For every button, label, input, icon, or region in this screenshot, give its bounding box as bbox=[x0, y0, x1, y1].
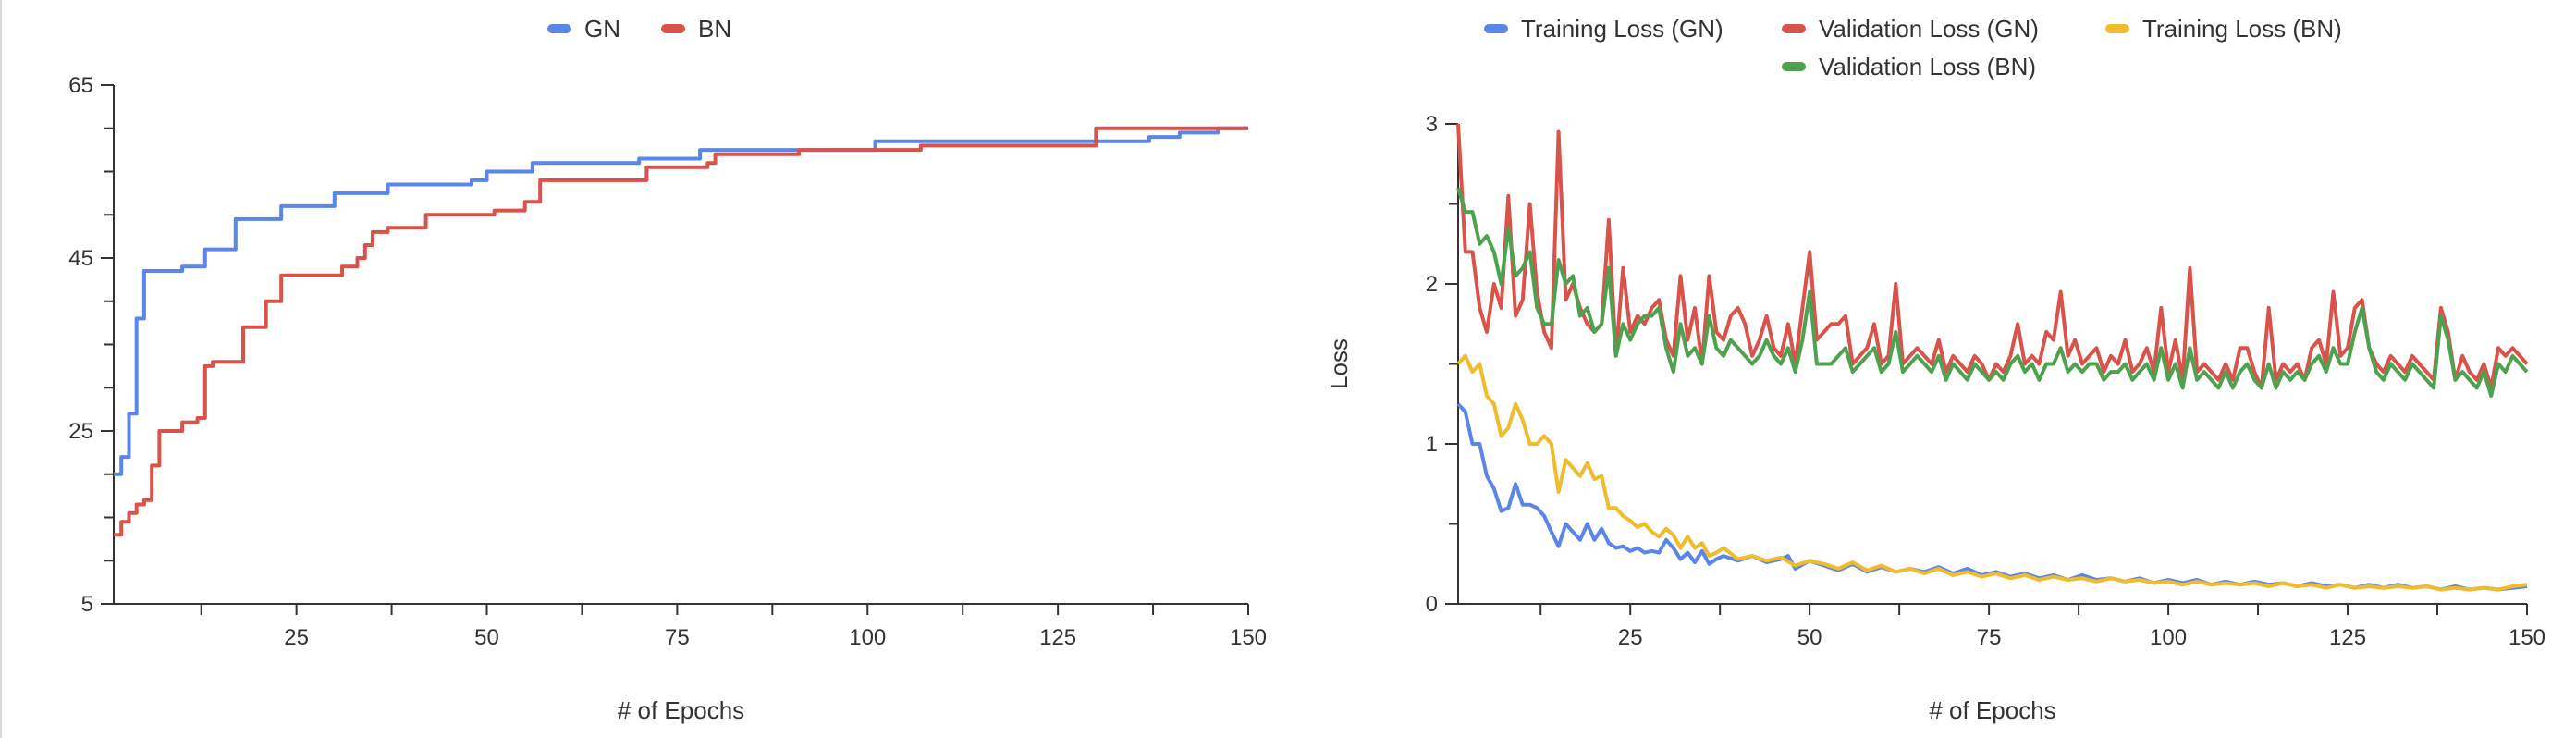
chart1-series-bn bbox=[114, 126, 1248, 537]
chart2-legend-label-training-loss-gn: Training Loss (GN) bbox=[1521, 15, 1723, 43]
chart2-y-tick-label: 0 bbox=[1426, 592, 1438, 617]
chart1-legend-label-gn: GN bbox=[584, 15, 620, 43]
accuracy-chart: 5 25 45 65 25 50 75 100 125 150 # of Epochs GN BN bbox=[68, 15, 1267, 724]
chart2-legend-swatch-training-loss-bn bbox=[2105, 24, 2129, 33]
chart2-x-tick-label: 50 bbox=[1797, 625, 1822, 650]
chart1-x-axis-title: # of Epochs bbox=[618, 696, 744, 724]
loss-chart: 0 1 2 3 25 50 75 100 125 150 # of Epochs Loss Traini… bbox=[1325, 15, 2545, 724]
chart1-y-tick-label: 5 bbox=[81, 592, 93, 617]
chart2-legend-label-validation-loss-gn: Validation Loss (GN) bbox=[1819, 15, 2039, 43]
chart1-x-tick-label: 150 bbox=[1230, 625, 1267, 650]
chart1-legend-swatch-bn bbox=[661, 24, 685, 33]
chart1-series-gn bbox=[114, 126, 1248, 476]
chart1-x-tick-label: 100 bbox=[849, 625, 886, 650]
chart1-x-tick-label: 75 bbox=[665, 625, 690, 650]
chart1-y-tick-label: 45 bbox=[68, 246, 93, 271]
chart2-y-tick-label: 2 bbox=[1426, 272, 1438, 297]
chart2-series-training-loss-gn bbox=[1456, 402, 2528, 592]
chart1-x-tick-label: 25 bbox=[284, 625, 309, 650]
chart2-x-axis-title: # of Epochs bbox=[1929, 696, 2055, 724]
chart1-x-tick-label: 50 bbox=[474, 625, 499, 650]
chart2-legend-label-training-loss-bn: Training Loss (BN) bbox=[2142, 15, 2342, 43]
chart2-series-training-loss-bn bbox=[1456, 353, 2528, 592]
chart1-y-tick-label: 25 bbox=[68, 419, 93, 444]
chart2-series-validation-loss-bn bbox=[1456, 187, 2529, 399]
chart1-legend-label-bn: BN bbox=[698, 15, 731, 43]
chart1-legend-swatch-gn bbox=[547, 24, 571, 33]
chart2-x-tick-label: 150 bbox=[2509, 625, 2545, 650]
chart2-legend-swatch-training-loss-gn bbox=[1484, 24, 1508, 33]
accuracy-chart-panel: 5 25 45 65 25 50 75 100 125 150 # of Epochs GN BN bbox=[0, 0, 1267, 738]
chart2-legend-swatch-validation-loss-gn bbox=[1782, 24, 1806, 33]
chart1-y-tick-label: 65 bbox=[68, 73, 93, 98]
chart2-y-axis-title: Loss bbox=[1325, 338, 1353, 389]
chart2-x-tick-label: 75 bbox=[1977, 625, 2002, 650]
chart2-legend-label-validation-loss-bn: Validation Loss (BN) bbox=[1819, 53, 2036, 80]
chart2-y-tick-label: 1 bbox=[1426, 432, 1438, 457]
chart1-x-tick-label: 125 bbox=[1039, 625, 1076, 650]
chart2-series-validation-loss-gn bbox=[1456, 123, 2529, 390]
chart2-x-tick-label: 25 bbox=[1618, 625, 1643, 650]
loss-chart-panel: 0 1 2 3 25 50 75 100 125 150 # of Epochs Loss Traini… bbox=[1288, 0, 2576, 738]
chart2-x-tick-label: 100 bbox=[2150, 625, 2187, 650]
chart2-y-tick-label: 3 bbox=[1426, 112, 1438, 137]
chart2-legend-swatch-validation-loss-bn bbox=[1782, 62, 1806, 71]
chart2-x-tick-label: 125 bbox=[2329, 625, 2366, 650]
